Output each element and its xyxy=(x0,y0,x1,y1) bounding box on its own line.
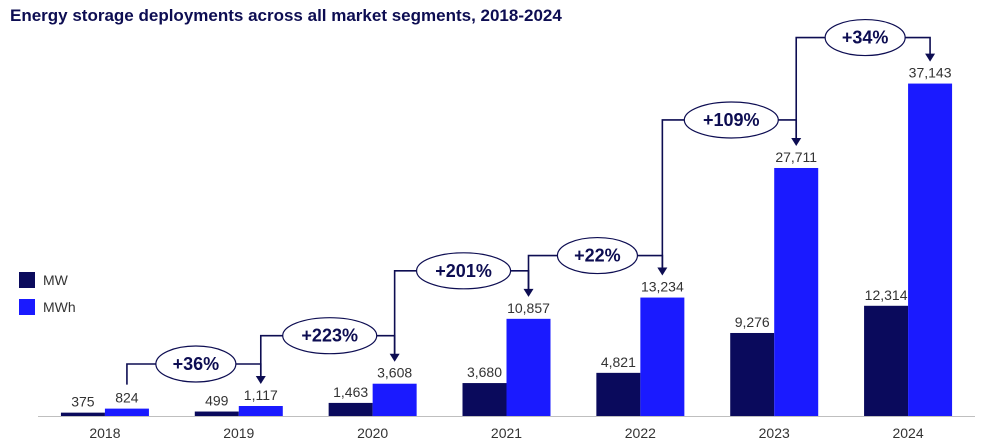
bar-mw-2022 xyxy=(596,372,641,416)
bar-mwh-2022 xyxy=(640,297,685,416)
growth-annotations: +36% +223% +201% +22% +109% +34% xyxy=(155,18,906,383)
growth-label-4: +22% xyxy=(574,246,621,266)
value-label-mw-2023: 9,276 xyxy=(735,314,770,330)
bar-mw-2020 xyxy=(328,402,373,416)
x-axis: 2018 2019 2020 2021 2022 2023 2024 xyxy=(38,416,975,441)
legend-swatch-mwh xyxy=(19,299,35,315)
x-tick-2020: 2020 xyxy=(357,425,388,441)
value-label-mwh-2023: 27,711 xyxy=(775,149,817,165)
value-label-mwh-2019: 1,117 xyxy=(244,387,278,403)
bar-mwh-2023 xyxy=(774,167,819,416)
bar-mwh-2019 xyxy=(238,406,283,416)
growth-label-2: +223% xyxy=(301,326,358,346)
bar-mwh-2021 xyxy=(506,318,551,416)
value-label-mw-2019: 499 xyxy=(205,393,229,409)
growth-oval-1 xyxy=(155,345,237,383)
growth-oval-3 xyxy=(415,252,512,290)
bar-mwh-2020 xyxy=(372,383,417,416)
chart-title: Energy storage deployments across all ma… xyxy=(10,6,562,25)
value-label-mwh-2018: 824 xyxy=(115,390,139,406)
x-tick-2023: 2023 xyxy=(759,425,790,441)
bar-mw-2024 xyxy=(864,305,909,416)
x-tick-2019: 2019 xyxy=(223,425,254,441)
growth-label-3: +201% xyxy=(435,261,492,281)
value-label-mwh-2022: 13,234 xyxy=(641,279,684,295)
x-tick-2018: 2018 xyxy=(89,425,120,441)
growth-label-5: +109% xyxy=(703,110,760,130)
bar-mwh-2018 xyxy=(104,408,149,416)
growth-oval-5 xyxy=(683,101,779,139)
legend-label-mwh: MWh xyxy=(43,299,76,315)
growth-label-1: +36% xyxy=(173,354,220,374)
growth-oval-2 xyxy=(282,317,378,355)
x-tick-2024: 2024 xyxy=(892,425,923,441)
value-label-mw-2024: 12,314 xyxy=(865,287,908,303)
value-label-mwh-2021: 10,857 xyxy=(507,300,550,316)
legend-swatch-mw xyxy=(19,272,35,288)
x-tick-2022: 2022 xyxy=(625,425,656,441)
value-label-mwh-2020: 3,608 xyxy=(377,365,412,381)
bar-mw-2023 xyxy=(730,332,775,416)
bar-mw-2018 xyxy=(60,412,105,416)
bar-mwh-2024 xyxy=(908,83,953,416)
value-labels: 375 824 499 1,117 1,463 3,608 3,680 10,857 4,821… xyxy=(71,65,951,410)
growth-oval-4 xyxy=(556,236,639,275)
legend-label-mw: MW xyxy=(43,272,69,288)
bar-mw-2021 xyxy=(462,383,507,416)
bars xyxy=(60,83,953,416)
growth-oval-6 xyxy=(824,18,906,57)
x-tick-2021: 2021 xyxy=(491,425,522,441)
value-label-mwh-2024: 37,143 xyxy=(909,65,952,81)
value-label-mw-2018: 375 xyxy=(71,394,95,410)
legend: MW MWh xyxy=(19,272,76,315)
value-label-mw-2021: 3,680 xyxy=(467,364,502,380)
growth-arrowhead-6 xyxy=(925,53,936,62)
growth-label-6: +34% xyxy=(842,28,889,48)
bar-mw-2019 xyxy=(194,411,239,416)
value-label-mw-2022: 4,821 xyxy=(601,354,636,370)
value-label-mw-2020: 1,463 xyxy=(333,384,368,400)
